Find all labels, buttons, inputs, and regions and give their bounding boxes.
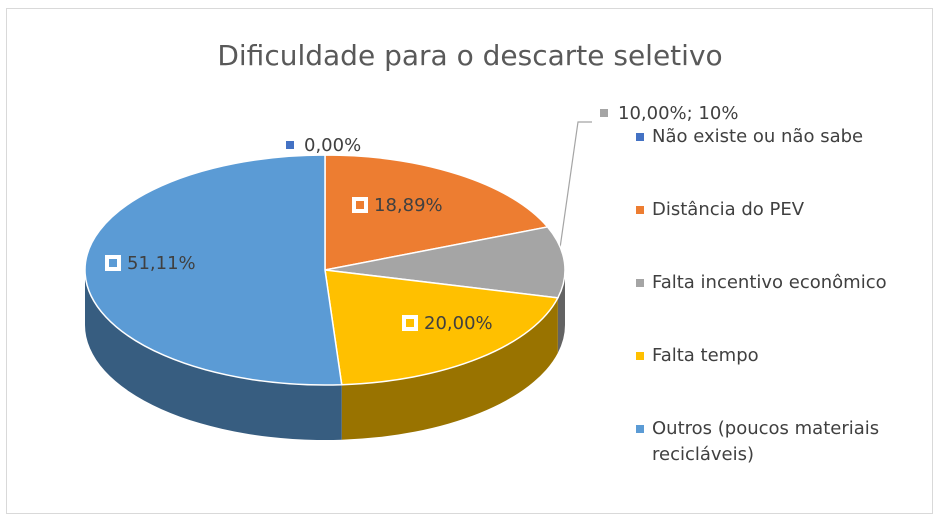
legend-label: Não existe ou não sabe [652, 126, 864, 147]
data-label: 18,89% [374, 195, 443, 216]
legend-label: Outros (poucos materiais recicláveis) [652, 418, 880, 465]
slice [324, 269, 560, 386]
slice [324, 154, 549, 271]
legend-item: Falta incentivo econômico [634, 270, 934, 343]
legend-label: Distância do PEV [652, 199, 805, 220]
data-label: 10,00%; 10% [618, 103, 738, 124]
slice-side [85, 270, 342, 440]
legend-swatch [636, 279, 644, 287]
legend: Não existe ou não sabe Distância do PEV Fa… [634, 124, 934, 489]
legend-label: Falta incentivo econômico [652, 272, 887, 293]
legend-label: Falta tempo [652, 345, 759, 366]
legend-item: Não existe ou não sabe [634, 124, 934, 197]
label-marker [356, 201, 364, 209]
chart-title: Dificuldade para o descarte seletivo [217, 39, 722, 72]
legend-swatch [636, 206, 644, 214]
label-marker [286, 141, 294, 149]
legend-item: Falta tempo [634, 343, 934, 416]
label-marker [109, 259, 117, 267]
leader-line [559, 121, 592, 249]
legend-item: Outros (poucos materiais recicláveis) [634, 416, 934, 489]
legend-swatch [636, 133, 644, 141]
label-marker [406, 319, 414, 327]
slice-side [557, 270, 565, 353]
legend-swatch [636, 425, 644, 433]
legend-swatch [636, 352, 644, 360]
data-label: 20,00% [424, 313, 493, 334]
slice [324, 226, 566, 299]
data-label: 51,11% [127, 253, 196, 274]
legend-item: Distância do PEV [634, 197, 934, 270]
slice [84, 154, 343, 386]
label-marker [600, 109, 608, 117]
data-label: 0,00% [304, 135, 361, 156]
